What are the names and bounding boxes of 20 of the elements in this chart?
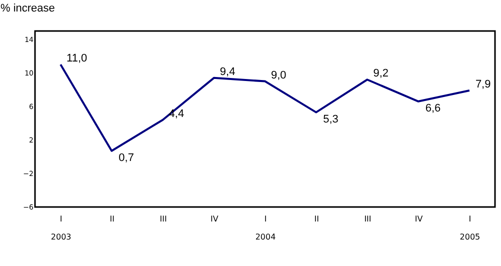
line-series: [60, 64, 470, 152]
x-tick-label: III: [160, 214, 167, 224]
y-axis-title: % increase: [0, 2, 55, 14]
data-label: 7,9: [475, 78, 491, 91]
x-tick-label: I 2003: [50, 214, 72, 242]
data-label: 9,2: [373, 68, 389, 80]
data-label: 5,3: [323, 113, 338, 126]
x-tick-label: IV: [414, 214, 424, 224]
x-tick-label: IV: [210, 214, 219, 224]
data-label: 0,7: [118, 152, 134, 164]
data-label: 9,4: [220, 66, 236, 78]
x-tick-label: III: [364, 214, 372, 224]
x-tick-label: I 2005: [460, 214, 480, 242]
x-tick-label: I 2004: [255, 214, 276, 242]
x-tick-label: II: [314, 214, 319, 224]
data-label: 9,0: [271, 69, 286, 82]
data-label: 11,0: [66, 52, 88, 65]
data-label: 6,6: [425, 102, 441, 114]
x-tick-label: II: [110, 214, 115, 224]
data-label: 4,4: [168, 108, 184, 120]
